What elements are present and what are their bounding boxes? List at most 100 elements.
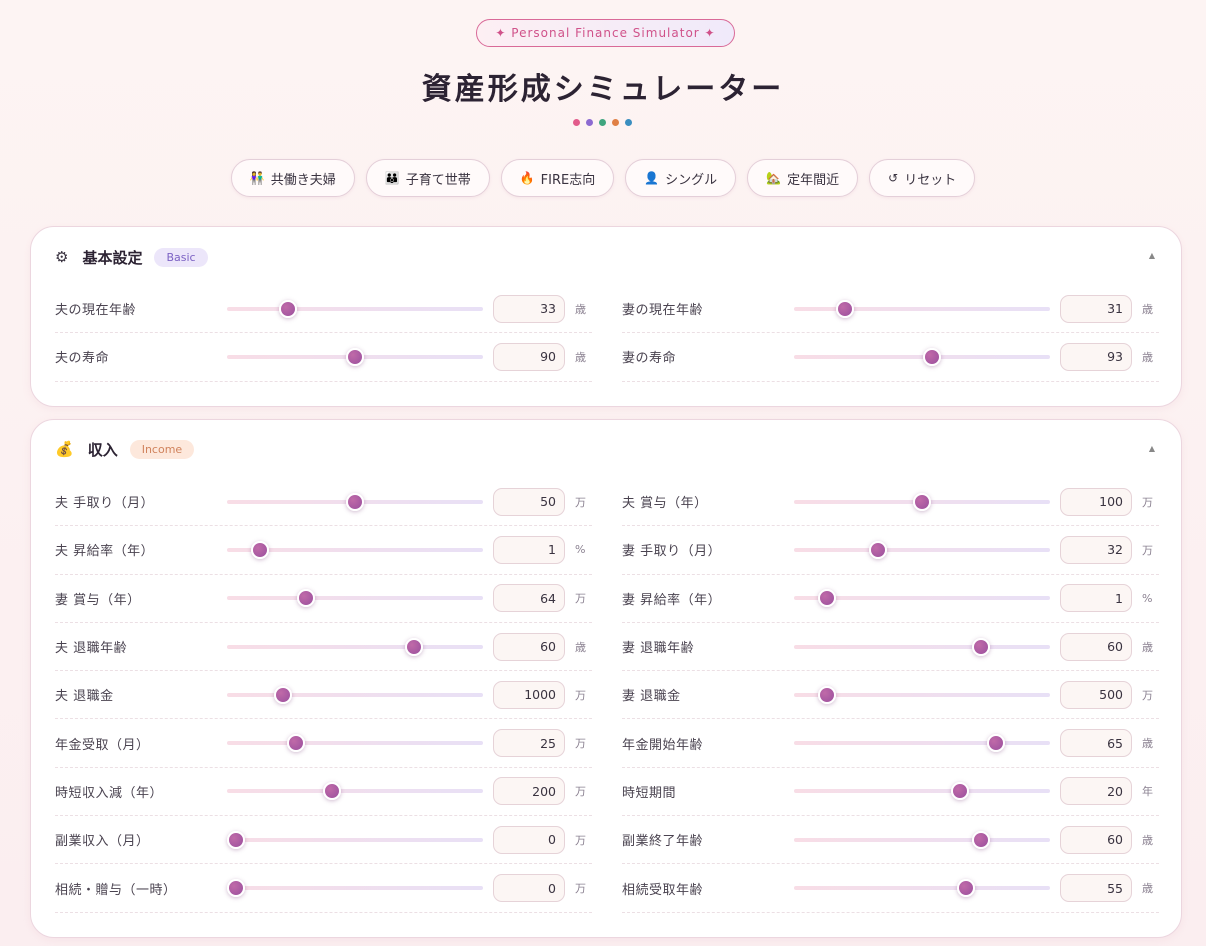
slider-track[interactable]	[227, 637, 483, 656]
slider-track[interactable]	[794, 830, 1050, 849]
field-row: 夫 昇給率（年） 1%	[55, 526, 592, 575]
value-input[interactable]: 60	[493, 632, 565, 661]
basic-settings-header[interactable]: ⚙ 基本設定 Basic	[55, 245, 208, 269]
value-input[interactable]: 65	[1060, 729, 1132, 758]
preset-family[interactable]: 👪 子育て世帯	[365, 159, 490, 197]
value-input[interactable]: 60	[1060, 825, 1132, 854]
slider-track[interactable]	[794, 685, 1050, 704]
preset-single[interactable]: 👤 シングル	[625, 159, 737, 197]
slider-track[interactable]	[227, 589, 483, 608]
slider-thumb[interactable]	[279, 299, 298, 318]
field-label: 時短収入減（年）	[55, 785, 164, 801]
value-input[interactable]: 200	[493, 777, 565, 806]
unit-label: 万	[575, 688, 586, 702]
field-row: 夫 手取り（月） 50 万	[55, 478, 592, 527]
slider-thumb[interactable]	[346, 347, 364, 366]
value-input[interactable]: 25	[493, 729, 565, 758]
slider-thumb[interactable]	[322, 782, 341, 801]
reset-icon: ↺	[888, 171, 899, 185]
slider-thumb[interactable]	[836, 299, 855, 318]
slider-track[interactable]	[794, 879, 1050, 898]
slider-track[interactable]	[226, 830, 483, 849]
field-label: 妻 昇給率（年）	[622, 592, 722, 608]
slider-track[interactable]	[227, 782, 483, 801]
slider-thumb[interactable]	[287, 734, 306, 753]
slider-track[interactable]	[794, 492, 1050, 511]
slider-track[interactable]	[227, 734, 483, 753]
unit-label: 万	[575, 737, 586, 751]
slider-thumb[interactable]	[226, 879, 245, 898]
slider-thumb[interactable]	[297, 589, 316, 608]
field-row: 年金受取（月） 25 万	[55, 719, 592, 768]
app-badge: ✦ Personal Finance Simulator ✦	[476, 19, 735, 47]
value-input[interactable]: 1	[1060, 584, 1132, 613]
slider-thumb[interactable]	[956, 879, 975, 898]
slider-thumb[interactable]	[869, 540, 888, 559]
unit-label: 歳	[1142, 882, 1153, 896]
income-fields: 夫 手取り（月） 50 万夫 賞与（年） 100 万夫 昇給率（年） 1% 妻 手取り（月）…	[55, 478, 1159, 913]
slider-track[interactable]	[794, 299, 1050, 318]
fire-icon: 🔥	[519, 171, 535, 185]
slider-track[interactable]	[794, 347, 1050, 366]
slider-thumb[interactable]	[913, 492, 931, 511]
slider-thumb[interactable]	[404, 637, 423, 656]
unit-label: 万	[1142, 543, 1153, 557]
slider-thumb[interactable]	[251, 540, 270, 559]
slider-track[interactable]	[227, 299, 483, 318]
income-card: 💰 収入 Income ▲ 夫 手取り（月） 50 万夫 賞与（年） 100 万夫 昇給…	[30, 419, 1182, 938]
collapse-toggle-icon[interactable]: ▲	[1148, 251, 1155, 260]
value-input[interactable]: 55	[1060, 874, 1132, 903]
slider-thumb[interactable]	[987, 734, 1006, 753]
slider-track[interactable]	[227, 540, 483, 559]
unit-label: 万	[575, 833, 586, 847]
preset-fire[interactable]: 🔥 FIRE志向	[500, 159, 615, 197]
slider-track[interactable]	[794, 734, 1050, 753]
slider-thumb[interactable]	[971, 637, 990, 656]
value-input[interactable]: 1	[493, 535, 565, 564]
slider-thumb[interactable]	[346, 492, 364, 511]
value-input[interactable]: 32	[1060, 535, 1132, 564]
value-input[interactable]: 33	[493, 294, 565, 323]
preset-bar: 👫 共働き夫婦 👪 子育て世帯 🔥 FIRE志向 👤 シングル 🏡 定年間近 ↺ リセット	[0, 159, 1206, 197]
slider-track[interactable]	[794, 637, 1050, 656]
value-input[interactable]: 0	[493, 825, 565, 854]
slider-track[interactable]	[226, 879, 483, 898]
value-input[interactable]: 93	[1060, 342, 1132, 371]
slider-track[interactable]	[794, 589, 1050, 608]
collapse-toggle-icon[interactable]: ▲	[1148, 444, 1155, 453]
field-label: 妻 退職金	[622, 689, 681, 705]
preset-near-retirement[interactable]: 🏡 定年間近	[747, 159, 859, 197]
unit-label: 万	[575, 495, 586, 509]
slider-thumb[interactable]	[818, 685, 837, 704]
value-input[interactable]: 50	[493, 487, 565, 516]
field-label: 夫 退職金	[55, 689, 114, 705]
income-header[interactable]: 💰 収入 Income	[55, 437, 195, 461]
gear-icon: ⚙	[55, 248, 69, 266]
slider-track[interactable]	[794, 782, 1050, 801]
unit-label: 歳	[1142, 833, 1153, 847]
slider-track[interactable]	[227, 492, 483, 511]
slider-thumb[interactable]	[274, 685, 293, 704]
value-input[interactable]: 60	[1060, 632, 1132, 661]
slider-track[interactable]	[227, 347, 483, 366]
value-input[interactable]: 64	[493, 584, 565, 613]
slider-thumb[interactable]	[818, 589, 837, 608]
value-input[interactable]: 0	[493, 874, 565, 903]
slider-thumb[interactable]	[923, 347, 942, 366]
value-input[interactable]: 90	[493, 342, 565, 371]
value-input[interactable]: 31	[1060, 294, 1132, 323]
value-input[interactable]: 100	[1060, 487, 1132, 516]
field-label: 夫 退職年齢	[55, 641, 128, 657]
slider-thumb[interactable]	[951, 782, 970, 801]
value-input[interactable]: 1000	[493, 680, 565, 709]
value-input[interactable]: 500	[1060, 680, 1132, 709]
slider-track[interactable]	[794, 540, 1050, 559]
slider-thumb[interactable]	[226, 830, 245, 849]
slider-track[interactable]	[227, 685, 483, 704]
value-input[interactable]: 20	[1060, 777, 1132, 806]
slider-thumb[interactable]	[971, 830, 990, 849]
preset-dual-income[interactable]: 👫 共働き夫婦	[230, 159, 355, 197]
field-label: 夫の寿命	[55, 351, 110, 367]
reset-button[interactable]: ↺ リセット	[869, 159, 976, 197]
field-label: 妻の寿命	[622, 351, 677, 367]
